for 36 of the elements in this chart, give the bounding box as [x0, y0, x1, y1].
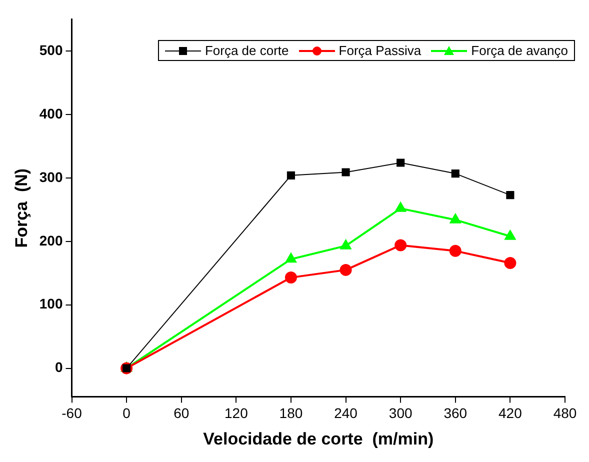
y-tick-label: 200 [39, 232, 63, 248]
point [394, 239, 407, 252]
point [451, 169, 460, 178]
x-tick-label: 300 [388, 405, 412, 422]
point [284, 272, 297, 284]
point [395, 202, 406, 212]
point [450, 214, 461, 224]
x-tick-label: 420 [498, 405, 522, 422]
y-tick-label: 400 [39, 105, 63, 122]
legend-label: Força de corte [204, 43, 289, 58]
point [286, 253, 296, 263]
x-axis-title: Velocidade de corte (m/min) [203, 429, 434, 448]
x-tick-label: 120 [224, 405, 248, 422]
point [504, 256, 516, 269]
y-tick-label: 300 [39, 168, 63, 185]
x-tick-label: -60 [62, 405, 82, 422]
point [340, 240, 352, 250]
legend-label: Força de avanço [471, 43, 568, 58]
point [340, 264, 352, 276]
point [342, 168, 350, 176]
x-tick-label: 60 [174, 405, 190, 422]
y-tick-label: 100 [39, 296, 63, 312]
point [506, 191, 514, 200]
x-tick-label: 240 [334, 405, 358, 422]
point [449, 244, 462, 257]
x-tick-label: 480 [553, 405, 577, 422]
x-tick-label: 180 [279, 405, 303, 422]
legend-label: Força Passiva [338, 43, 422, 58]
point [286, 171, 296, 180]
y-axis-title: Força (N) [12, 168, 31, 248]
y-tick-label: 0 [54, 359, 63, 376]
point [396, 158, 405, 167]
x-tick-label: 360 [444, 405, 468, 422]
x-tick-label: 0 [122, 405, 131, 422]
y-tick-label: 500 [39, 42, 63, 58]
point [504, 230, 516, 240]
